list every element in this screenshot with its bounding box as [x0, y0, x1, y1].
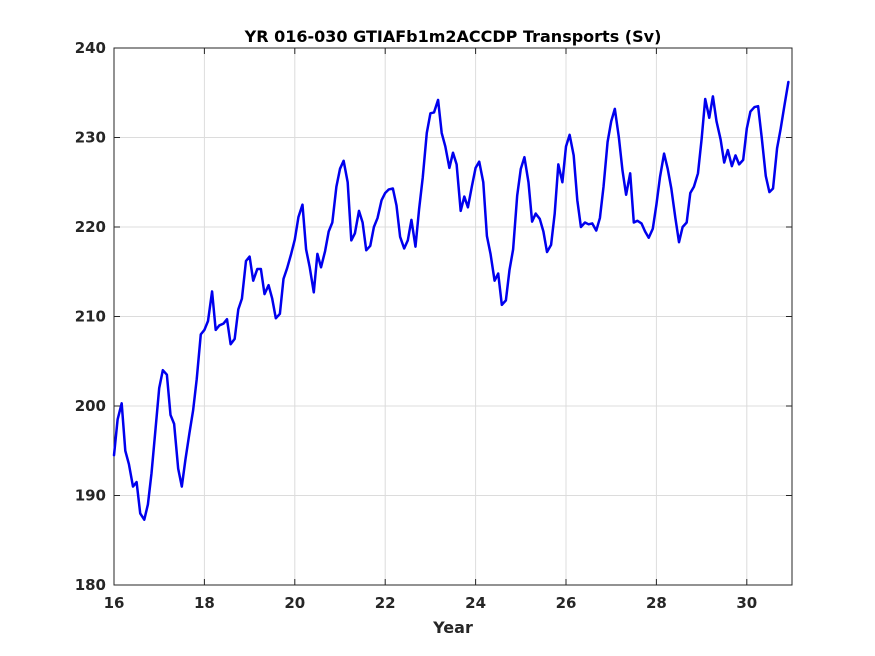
y-tick-label: 180	[75, 576, 106, 594]
y-tick-label: 200	[75, 397, 106, 415]
x-tick-label: 22	[375, 594, 396, 612]
x-tick-label: 20	[284, 594, 305, 612]
x-tick-label: 18	[194, 594, 215, 612]
y-tick-label: 230	[75, 129, 106, 147]
y-tick-label: 220	[75, 218, 106, 236]
x-tick-label: 24	[465, 594, 486, 612]
y-tick-label: 240	[75, 39, 106, 57]
x-tick-label: 16	[104, 594, 125, 612]
grid	[114, 48, 792, 585]
x-tick-label: 28	[646, 594, 667, 612]
series-line-0	[112, 80, 790, 521]
y-tick-label: 210	[75, 308, 106, 326]
chart-title: YR 016-030 GTIAFb1m2ACCDP Transports (Sv…	[244, 27, 662, 46]
x-tick-label: 30	[736, 594, 757, 612]
axis-ticks	[113, 47, 792, 586]
x-axis-label: Year	[432, 618, 473, 637]
tick-labels: 16 18 20 22 24 26 28 30 180 190 200 210 220 230 240	[75, 39, 758, 612]
x-tick-label: 26	[556, 594, 577, 612]
y-tick-label: 190	[75, 487, 106, 505]
series-group	[112, 80, 790, 521]
